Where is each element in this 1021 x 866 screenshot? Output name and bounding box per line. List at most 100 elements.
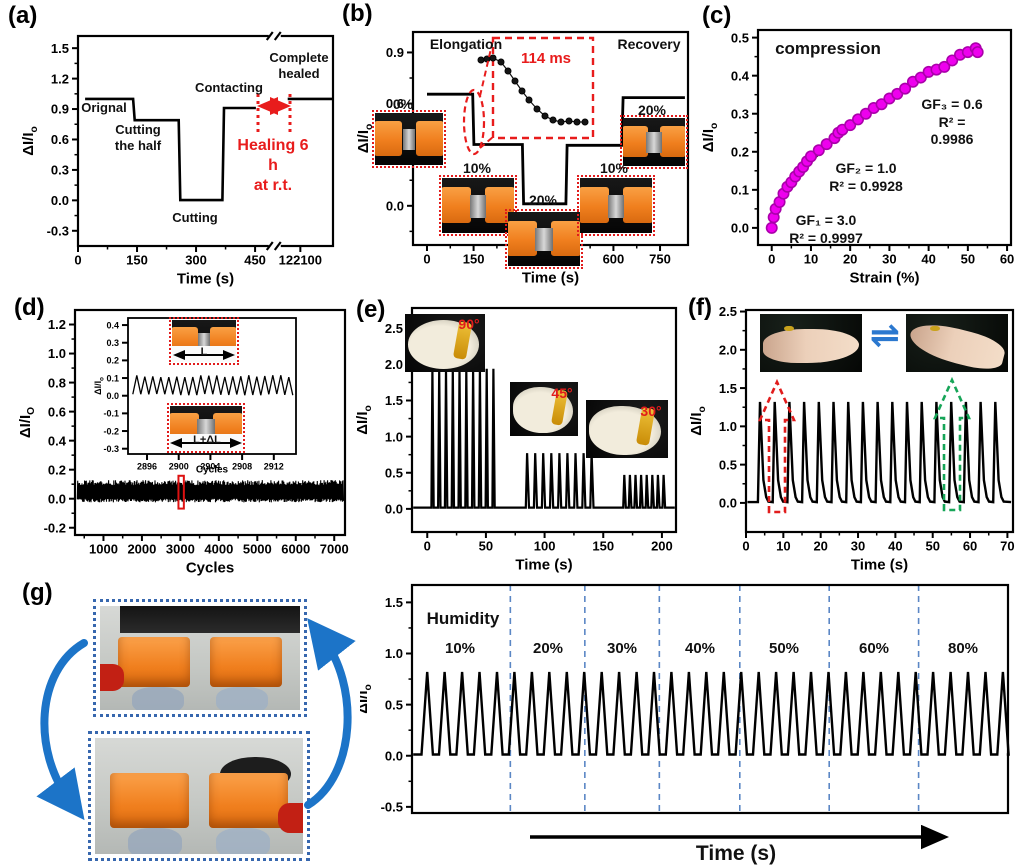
photo-humidity-setup-open (88, 731, 310, 861)
svg-text:2912: 2912 (264, 461, 284, 471)
svg-text:150: 150 (126, 253, 148, 268)
panel-c: (c) 0 10 20 30 40 50 60 0.0 0.1 0.2 0.3 0.4 0.5 Strai… (700, 0, 1021, 290)
svg-text:Time (s): Time (s) (177, 270, 234, 287)
panel-g-annotation-1: 10% (444, 640, 476, 657)
photo-finger-bend-30 (586, 400, 668, 458)
svg-text:1.0: 1.0 (719, 419, 737, 434)
panel-g-annotation-0: Humidity (426, 609, 500, 628)
panel-g-annotation-3: 30% (606, 640, 638, 657)
svg-text:1.5: 1.5 (385, 595, 403, 610)
panel-e-annotation-2: 30° (640, 403, 662, 419)
svg-text:Time (s): Time (s) (515, 556, 572, 573)
svg-text:600: 600 (603, 252, 625, 267)
panel-c-annotation-3: GF₁ = 3.0 R² = 0.9997 (789, 212, 863, 246)
svg-text:40: 40 (921, 252, 935, 267)
svg-text:-0.2: -0.2 (44, 520, 66, 535)
svg-text:30: 30 (851, 539, 865, 554)
svg-text:1.2: 1.2 (48, 317, 66, 332)
svg-text:ΔI/Io: ΔI/Io (688, 406, 708, 436)
panel-a-annotation-0: Orignal (81, 100, 127, 115)
photo-strain-0pct (372, 110, 446, 168)
svg-text:ΔI/Io: ΔI/Io (354, 405, 374, 435)
panel-d-tag: (d) (14, 294, 45, 321)
svg-text:0.3: 0.3 (731, 106, 749, 121)
panel-b-annotation-2: 114 ms (520, 50, 572, 67)
svg-text:122100: 122100 (279, 253, 322, 268)
photo-finger-bend-90 (405, 314, 485, 372)
svg-text:1.0: 1.0 (385, 646, 403, 661)
svg-text:0.5: 0.5 (731, 30, 749, 45)
svg-text:0.0: 0.0 (386, 198, 404, 213)
photo-strain-20pct (505, 209, 583, 269)
panel-d-plot: 1000 2000 3000 4000 5000 6000 7000 -0.2 0.0 0.2 0.… (17, 308, 349, 576)
panel-a: (a) 0 150 300 450 122100 -0.3 0.0 0.3 0.6 0.9 1.2 1… (0, 0, 345, 290)
panel-f-tag: (f) (688, 294, 712, 321)
panel-a-plot: 0 150 300 450 122100 -0.3 0.0 0.3 0.6 0.9 1.2 1.5 Ti… (20, 31, 335, 287)
panel-g-annotation-2: 20% (532, 640, 564, 657)
panel-c-annotation-2: GF₂ = 1.0 R² = 0.9928 (829, 160, 903, 194)
panel-b-tag: (b) (342, 0, 373, 27)
svg-text:0.9: 0.9 (51, 102, 69, 117)
svg-text:4000: 4000 (204, 542, 233, 557)
svg-text:2904: 2904 (200, 461, 220, 471)
svg-text:0.6: 0.6 (386, 96, 404, 111)
panel-b-annotation-1: Recovery (617, 36, 681, 52)
svg-text:0.6: 0.6 (51, 132, 69, 147)
svg-text:2.5: 2.5 (719, 304, 737, 319)
svg-text:0.0: 0.0 (385, 748, 403, 763)
panel-g-annotation-5: 50% (768, 640, 800, 657)
svg-text:ΔI/Io: ΔI/Io (360, 684, 374, 714)
panel-e-annotation-1: 45° (551, 385, 573, 401)
photo-finger-bend-45 (510, 382, 578, 436)
svg-text:Time (s): Time (s) (522, 269, 579, 286)
svg-text:ΔI/Io: ΔI/Io (355, 124, 375, 154)
svg-text:0.5: 0.5 (385, 465, 403, 480)
panel-f-annotation-0: ⇌ (869, 314, 901, 355)
svg-text:0.0: 0.0 (385, 502, 403, 517)
panel-c-tag: (c) (702, 2, 732, 29)
svg-text:20: 20 (813, 539, 827, 554)
panel-g-annotation-4: 40% (684, 640, 716, 657)
panel-d-annotation-1: L+ΔL (193, 434, 221, 446)
svg-text:-0.3: -0.3 (103, 444, 119, 454)
svg-text:0.0: 0.0 (731, 221, 749, 236)
svg-text:50: 50 (925, 539, 939, 554)
panel-e-annotation-0: 90° (458, 316, 480, 332)
panel-g-annotation-7: 80% (947, 640, 979, 657)
svg-text:0.1: 0.1 (106, 373, 119, 383)
svg-text:ΔI/Io: ΔI/Io (20, 126, 40, 156)
svg-text:3000: 3000 (166, 542, 195, 557)
svg-text:0.2: 0.2 (106, 356, 119, 366)
svg-text:-0.1: -0.1 (103, 409, 119, 419)
svg-text:10: 10 (776, 539, 790, 554)
svg-text:60: 60 (963, 539, 977, 554)
svg-text:0.0: 0.0 (51, 193, 69, 208)
svg-text:300: 300 (185, 253, 207, 268)
panel-a-annotation-1: Cutting the half (114, 122, 162, 154)
svg-text:7000: 7000 (320, 542, 349, 557)
svg-text:0.4: 0.4 (106, 320, 119, 330)
panel-d-annotation-0: L (200, 346, 208, 358)
svg-text:0.0: 0.0 (719, 496, 737, 511)
panel-g-humidity-plot: -0.5 0.0 0.5 1.0 1.5 ΔI/Io (360, 583, 1010, 815)
panel-a-annotation-5: Healing 6 h at r.t. (237, 137, 309, 194)
photo-humidity-setup-closed (93, 599, 307, 717)
svg-text:0.3: 0.3 (51, 163, 69, 178)
panel-g: (g) -0.5 0.0 0.5 1.0 1.5 ΔI/Io Time (s) Hu (0, 575, 1021, 866)
svg-text:0.4: 0.4 (731, 68, 750, 83)
svg-text:50: 50 (479, 539, 493, 554)
svg-text:40: 40 (888, 539, 902, 554)
svg-text:60: 60 (1000, 252, 1014, 267)
photo-strain-20pct-recovery (620, 115, 688, 169)
photo-strain-10pct-elongation (439, 175, 517, 236)
svg-text:0.8: 0.8 (48, 375, 66, 390)
svg-text:1.2: 1.2 (51, 71, 69, 86)
svg-text:30: 30 (882, 252, 896, 267)
svg-text:10: 10 (804, 252, 818, 267)
panel-e-plot: 0 50 100 150 200 0.0 0.5 1.0 1.5 2.0 2.5 Time (s) ΔI… (354, 306, 678, 573)
svg-text:2908: 2908 (232, 461, 252, 471)
photo-strain-10pct-recovery (577, 175, 655, 236)
svg-text:2900: 2900 (169, 461, 189, 471)
svg-text:2000: 2000 (127, 542, 156, 557)
